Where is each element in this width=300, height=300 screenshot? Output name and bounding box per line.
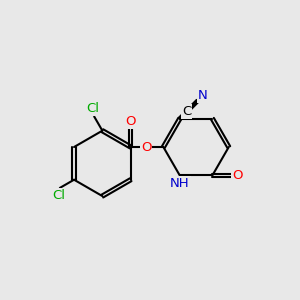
Text: Cl: Cl — [86, 102, 99, 115]
Text: Cl: Cl — [52, 189, 65, 202]
Text: O: O — [141, 140, 152, 154]
Text: O: O — [125, 115, 136, 128]
Text: C: C — [182, 105, 191, 119]
Text: O: O — [232, 169, 243, 182]
Text: NH: NH — [170, 177, 190, 190]
Text: N: N — [198, 89, 208, 102]
